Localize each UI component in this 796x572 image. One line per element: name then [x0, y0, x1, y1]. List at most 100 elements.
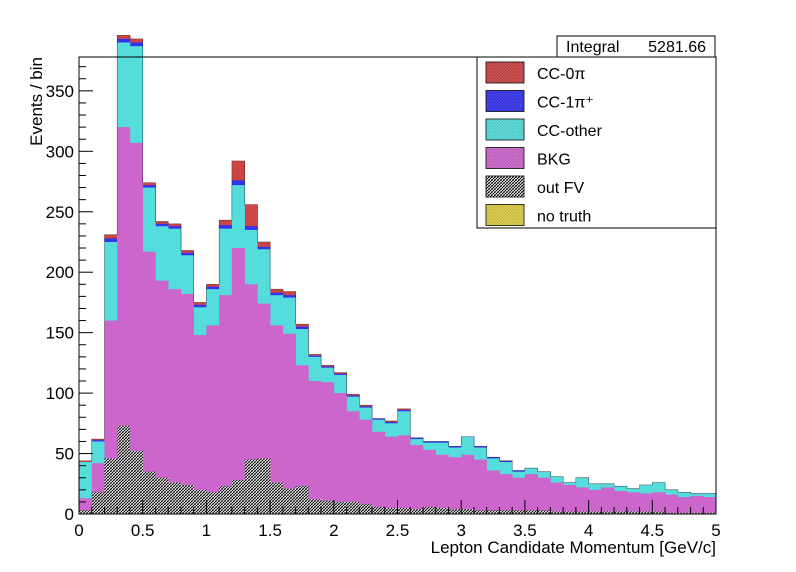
x-tick-label: 0	[74, 521, 83, 540]
bar	[295, 486, 309, 514]
y-tick-label: 250	[46, 203, 74, 222]
bar	[512, 477, 526, 514]
bar	[346, 411, 360, 514]
bar	[588, 511, 602, 514]
bar	[665, 494, 679, 514]
y-tick-label: 200	[46, 263, 74, 282]
bar	[550, 482, 564, 514]
legend-label: CC-0π	[537, 66, 585, 83]
bar	[512, 510, 526, 514]
bar	[257, 458, 271, 514]
bar	[282, 333, 296, 514]
bar	[563, 484, 577, 514]
bar	[575, 511, 589, 514]
bar	[703, 512, 717, 514]
bar	[461, 454, 475, 514]
bar	[384, 507, 398, 514]
x-tick-label: 3	[456, 521, 465, 540]
legend-item: no truth	[485, 204, 591, 226]
stats-label: Integral	[566, 39, 619, 56]
bar	[117, 425, 131, 514]
legend-swatch	[485, 175, 525, 198]
bar	[448, 457, 462, 514]
bar	[499, 474, 513, 514]
bar	[104, 458, 118, 514]
bar	[614, 511, 628, 514]
legend-item: BKG	[485, 147, 571, 169]
bar	[117, 127, 131, 514]
x-tick-label: 4	[584, 521, 593, 540]
bar	[193, 489, 207, 514]
bar	[308, 499, 322, 514]
legend-box	[476, 56, 717, 229]
bar	[639, 511, 653, 514]
y-tick-label: 350	[46, 82, 74, 101]
bar	[79, 510, 93, 514]
bar	[231, 248, 245, 514]
bar	[142, 251, 156, 515]
bar	[435, 507, 449, 514]
legend-label: CC-other	[537, 123, 603, 140]
legend-swatch-texture	[486, 119, 524, 140]
x-tick-label: 1	[202, 521, 211, 540]
bar	[129, 451, 143, 514]
bar	[333, 393, 347, 514]
y-tick-label: 50	[55, 445, 74, 464]
legend-item: CC-1π⁺	[485, 90, 594, 112]
bar	[665, 512, 679, 514]
total-outline	[78, 34, 717, 514]
bar	[193, 335, 207, 514]
bar	[435, 454, 449, 514]
y-axis-label: Events / bin	[27, 57, 46, 146]
legend-label: CC-1π⁺	[537, 95, 594, 112]
bar	[499, 510, 513, 514]
bar	[473, 459, 487, 514]
bar	[473, 510, 487, 514]
legend-label: out FV	[537, 180, 584, 197]
legend-item: out FV	[485, 175, 584, 198]
bar	[168, 289, 182, 514]
bar	[614, 491, 628, 514]
x-tick-label: 2.5	[386, 521, 410, 540]
bar	[270, 482, 284, 514]
bar	[155, 477, 169, 514]
x-tick-label: 5	[711, 521, 720, 540]
legend-item: CC-0π	[485, 61, 585, 84]
bar	[422, 449, 437, 514]
series-out-fv	[79, 425, 717, 514]
bar	[372, 431, 386, 514]
x-tick-label: 2	[329, 521, 338, 540]
legend-swatch-texture	[486, 90, 524, 112]
bar	[359, 419, 373, 514]
bar	[142, 471, 156, 514]
y-tick-label: 100	[46, 384, 74, 403]
bar	[486, 510, 500, 514]
bar	[270, 325, 284, 514]
bar	[244, 284, 258, 514]
bar	[422, 506, 437, 514]
bar	[219, 295, 233, 514]
bar	[677, 512, 691, 514]
legend-swatch-texture	[486, 204, 524, 226]
bar	[282, 488, 296, 514]
x-axis-label: Lepton Candidate Momentum [GeV/c]	[431, 538, 716, 557]
legend-label: BKG	[537, 152, 571, 169]
y-tick-label: 300	[46, 142, 74, 161]
bar	[219, 486, 233, 514]
y-tick-label: 150	[46, 324, 74, 343]
stats-box: Integral 5281.66	[556, 35, 716, 59]
bar	[321, 382, 335, 514]
bar	[537, 477, 551, 514]
bar	[206, 492, 220, 514]
bar	[384, 436, 398, 514]
bar	[563, 511, 577, 514]
bar	[639, 493, 653, 514]
legend: CC-0π CC-1π⁺ CC-other BKG out FV no truth	[476, 56, 717, 229]
bar	[461, 509, 475, 514]
bar	[410, 509, 424, 514]
histogram-bars	[78, 34, 717, 515]
bar	[550, 511, 564, 514]
bar	[206, 325, 220, 514]
bar	[346, 501, 360, 514]
bar	[129, 142, 143, 514]
